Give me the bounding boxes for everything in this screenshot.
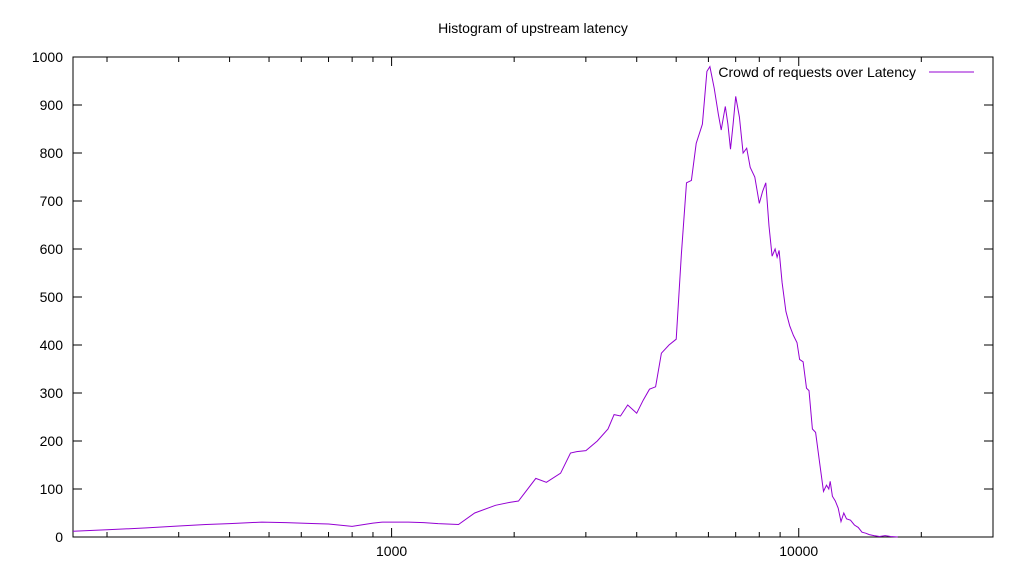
y-tick-label: 300: [40, 385, 64, 401]
y-tick-label: 600: [40, 241, 64, 257]
y-tick-label: 400: [40, 337, 64, 353]
y-tick-label: 1000: [32, 49, 63, 65]
y-tick-label: 200: [40, 433, 64, 449]
y-tick-label: 0: [55, 529, 63, 545]
x-axis-tick-labels: 1000 10000: [376, 543, 818, 559]
legend-label: Crowd of requests over Latency: [718, 64, 916, 80]
x-tick-label: 10000: [779, 543, 818, 559]
axis-ticks: [73, 56, 994, 538]
plot-border: [72, 56, 994, 538]
x-tick-label: 1000: [376, 543, 407, 559]
y-axis-tick-labels: 0 100 200 300 400 500 600 700 800 900 1000: [32, 49, 63, 545]
y-tick-label: 900: [40, 97, 64, 113]
chart-title: Histogram of upstream latency: [438, 20, 628, 36]
series-line-latency-counts: [72, 65, 898, 538]
y-tick-label: 800: [40, 145, 64, 161]
y-tick-label: 100: [40, 481, 64, 497]
y-tick-label: 700: [40, 193, 64, 209]
y-tick-label: 500: [40, 289, 64, 305]
legend: Crowd of requests over Latency: [718, 64, 974, 80]
